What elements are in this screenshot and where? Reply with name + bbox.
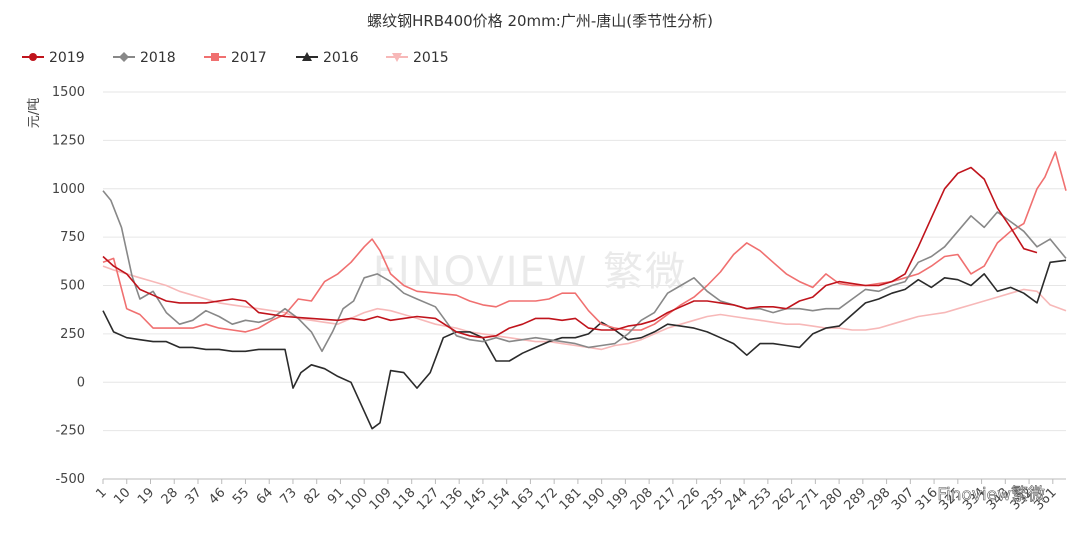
series-line-2019 (102, 166, 1038, 339)
legend-label: 2018 (140, 50, 176, 66)
x-tick-label: 136 (438, 485, 466, 513)
x-tick-label: 64 (254, 485, 276, 507)
x-tick-label: 217 (652, 485, 680, 513)
x-tick-label: 127 (414, 485, 442, 513)
x-tick-label: 289 (842, 485, 870, 513)
series-layer (102, 151, 1067, 430)
x-tick-label: 199 (604, 485, 632, 513)
y-tick-label: 0 (77, 375, 85, 390)
x-tick-label: 55 (230, 485, 252, 507)
chart-title: 螺纹钢HRB400价格 20mm:广州-唐山(季节性分析) (367, 12, 713, 30)
x-tick-label: 109 (367, 485, 395, 513)
watermark-text: FINOVIEW 繁微 (373, 249, 687, 295)
grid (103, 91, 1066, 480)
legend-marker-icon (211, 53, 219, 61)
legend-item-2018[interactable]: 2018 (113, 50, 176, 66)
x-tick-label: 1 (93, 485, 109, 501)
x-tick-label: 181 (557, 485, 585, 513)
series-line-2018 (102, 190, 1067, 353)
x-tick-label: 226 (675, 485, 703, 513)
x-tick-label: 307 (889, 485, 917, 513)
legend[interactable]: 2019 2018 2017 2016 2015 (22, 50, 449, 66)
series-line-2017 (102, 151, 1067, 333)
y-tick-label: 1000 (52, 182, 85, 197)
x-tick-label: 10 (111, 485, 133, 507)
x-tick-label: 235 (699, 485, 727, 513)
series-line-2016 (102, 259, 1067, 430)
x-tick-label: 28 (159, 485, 181, 507)
x-tick-label: 19 (135, 485, 157, 507)
y-tick-label: -500 (55, 472, 85, 487)
x-tick-label: 298 (865, 485, 893, 513)
y-tick-label: 250 (60, 327, 85, 342)
legend-label: 2015 (413, 50, 449, 66)
x-tick-label: 163 (509, 485, 537, 513)
x-tick-label: 82 (301, 485, 323, 507)
legend-label: 2019 (49, 50, 85, 66)
legend-marker-icon (119, 52, 129, 62)
x-tick-label: 208 (628, 485, 656, 513)
x-tick-label: 262 (770, 485, 798, 513)
x-tick-label: 46 (206, 485, 228, 507)
legend-label: 2017 (231, 50, 267, 66)
x-tick-label: 118 (390, 485, 418, 513)
y-tick-label: -250 (55, 424, 85, 439)
legend-marker-icon (392, 53, 402, 62)
x-axis: 1 10 19 28 37 46 55 64 73 82 911001091181271361451… (93, 479, 1060, 513)
legend-marker-icon (302, 52, 312, 61)
legend-item-2016[interactable]: 2016 (296, 50, 359, 66)
legend-item-2015[interactable]: 2015 (386, 50, 449, 66)
y-axis-label: 元/吨 (27, 98, 42, 128)
x-tick-label: 154 (485, 485, 513, 513)
y-tick-label: 1500 (52, 85, 85, 100)
footer-watermark: Finoview繁微 (937, 485, 1045, 505)
x-tick-label: 145 (462, 485, 490, 513)
legend-label: 2016 (323, 50, 359, 66)
x-tick-label: 271 (794, 485, 822, 513)
x-tick-label: 172 (533, 485, 561, 513)
legend-item-2019[interactable]: 2019 (22, 50, 85, 66)
legend-marker-icon (29, 53, 37, 61)
x-tick-label: 244 (723, 485, 751, 513)
x-tick-label: 73 (277, 485, 299, 507)
y-axis: -500 -250 0 250 500 750 1000 1250 1500 (52, 85, 85, 487)
legend-item-2017[interactable]: 2017 (204, 50, 267, 66)
y-tick-label: 750 (60, 230, 85, 245)
x-tick-label: 253 (747, 485, 775, 513)
x-tick-label: 190 (580, 485, 608, 513)
y-tick-label: 500 (60, 279, 85, 294)
x-tick-label: 280 (818, 485, 846, 513)
x-tick-label: 37 (183, 485, 205, 507)
y-tick-label: 1250 (52, 133, 85, 148)
x-tick-label: 100 (343, 485, 371, 513)
